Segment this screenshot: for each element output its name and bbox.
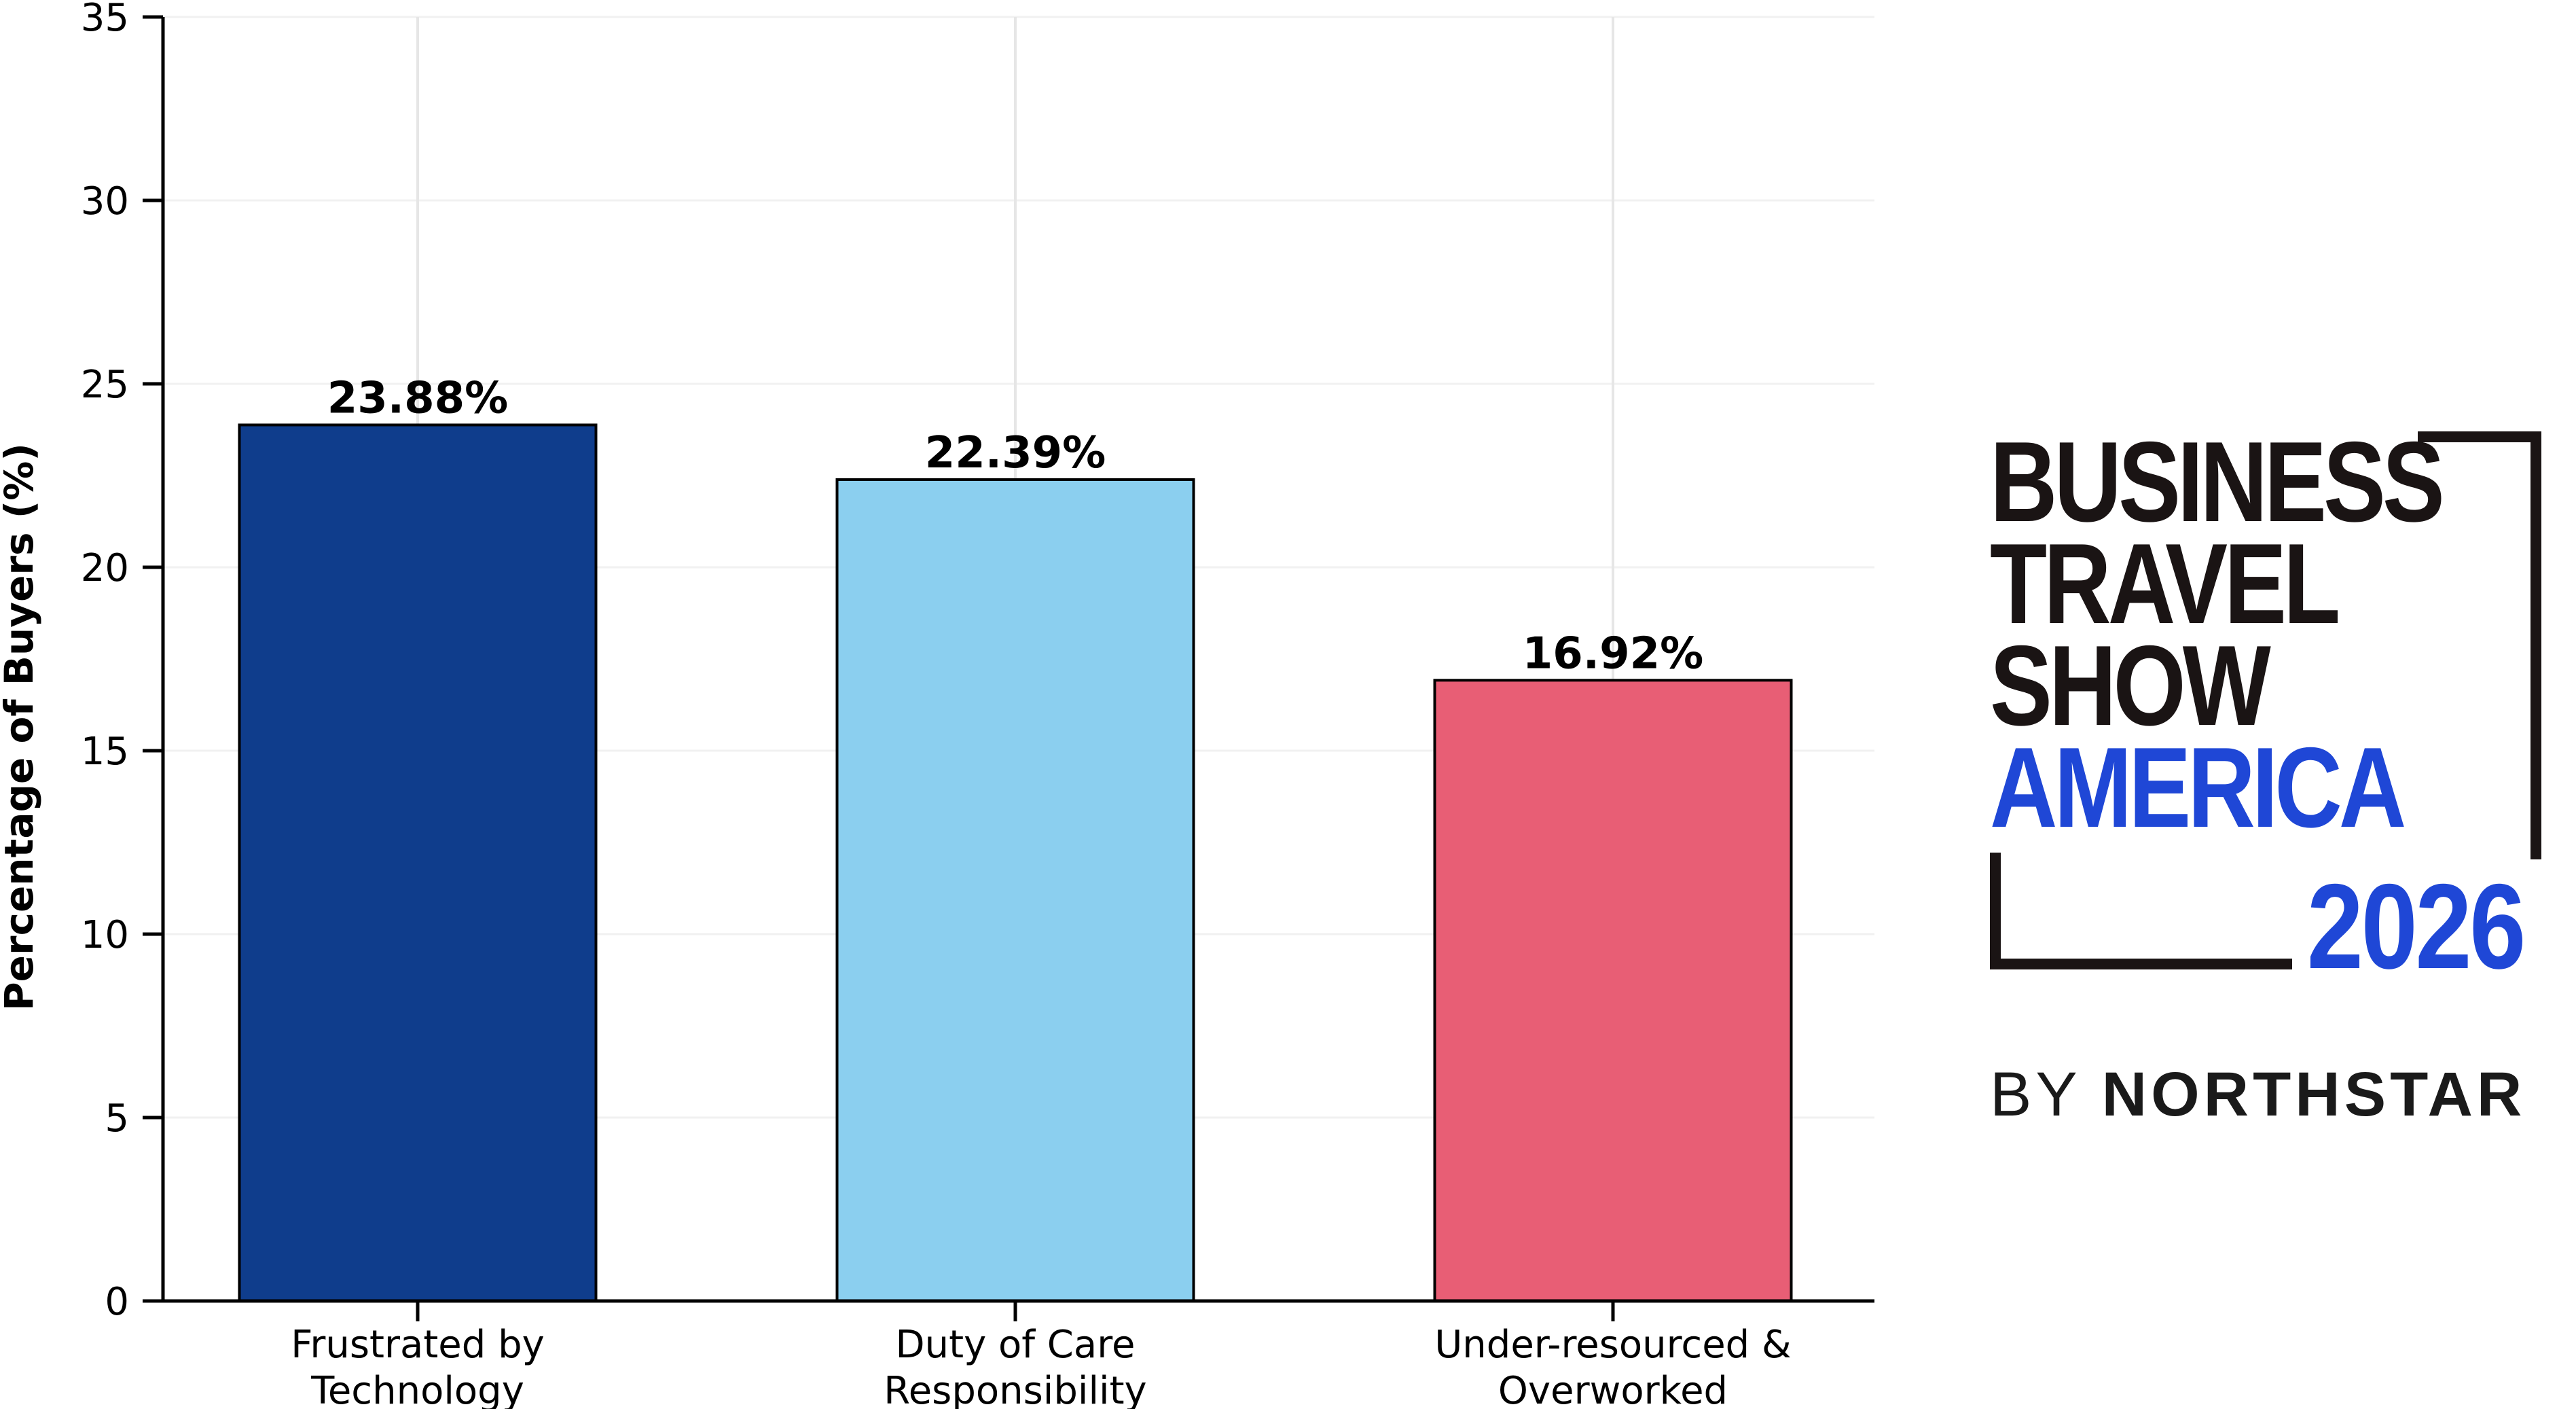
bar-chart: 23.88% 22.39% 16.92% 0 5 10 15 20 25 30 35 Frustrat… [0, 0, 1874, 1409]
y-tick-label: 30 [81, 179, 129, 224]
bars [238, 423, 1793, 1303]
business-travel-show-logo: BUSINESS TRAVEL SHOW AMERICA 2026 BY NOR… [1990, 418, 2541, 1131]
bar-value-label: 16.92% [1523, 628, 1704, 679]
y-tick-label: 35 [81, 0, 129, 40]
y-tick-label: 10 [81, 913, 129, 957]
labels: 23.88% 22.39% 16.92% 0 5 10 15 20 25 30 35 Frustrat… [81, 0, 1792, 1409]
bar [238, 423, 598, 1302]
x-category-label: Under-resourced & [1434, 1323, 1791, 1367]
logo-by-name: NORTHSTAR [2101, 1060, 2526, 1129]
logo-line-america: AMERICA [1990, 724, 2406, 851]
y-tick-label: 15 [81, 730, 129, 774]
y-tick-label: 0 [105, 1280, 129, 1324]
logo-line-show: SHOW [1990, 622, 2271, 749]
bar-value-label: 22.39% [925, 428, 1106, 478]
logo-year: 2026 [2306, 859, 2526, 994]
logo-bracket-right [2530, 431, 2541, 859]
bar [1433, 679, 1793, 1302]
y-tick-label: 25 [81, 363, 129, 407]
y-axis-title: Percentage of Buyers (%) [0, 443, 42, 1011]
axes [143, 15, 1874, 1321]
logo-line-travel: TRAVEL [1990, 520, 2340, 647]
logo-bracket-top [2418, 431, 2541, 442]
logo-bracket-bottom [1990, 959, 2292, 969]
logo-bracket-left [1990, 853, 2001, 969]
x-category-label: Duty of Care [896, 1323, 1136, 1367]
x-category-label: Frustrated by [291, 1323, 545, 1367]
bar [835, 478, 1195, 1303]
x-category-label: Responsibility [884, 1369, 1146, 1409]
x-category-label: Overworked [1498, 1369, 1728, 1409]
y-tick-label: 5 [105, 1096, 129, 1141]
logo-byline: BY NORTHSTAR [1990, 1063, 2526, 1126]
y-tick-label: 20 [81, 546, 129, 590]
logo-line-business: BUSINESS [1990, 418, 2445, 546]
logo-by-prefix: BY [1990, 1060, 2081, 1129]
x-category-label: Technology [310, 1369, 524, 1409]
bar-value-label: 23.88% [327, 373, 509, 423]
